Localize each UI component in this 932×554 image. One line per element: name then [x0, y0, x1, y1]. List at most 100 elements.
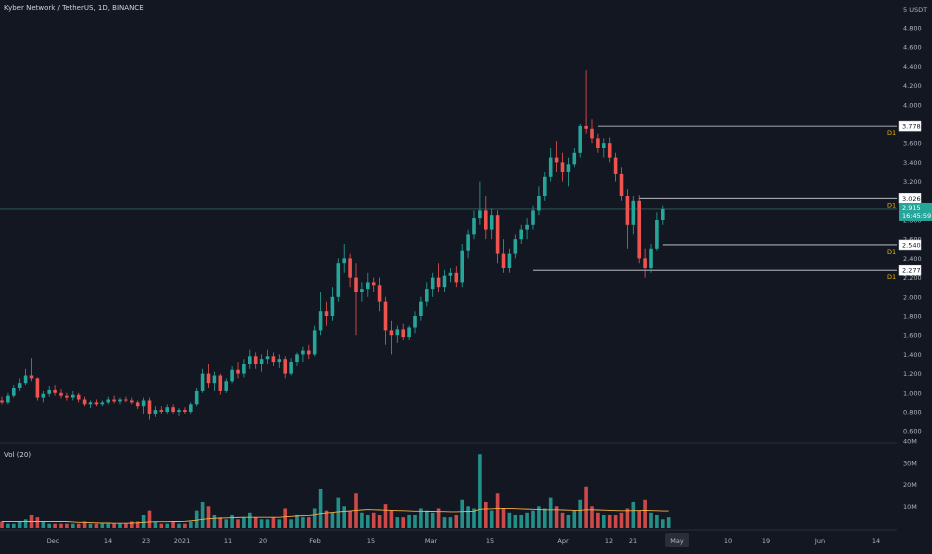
price-tick-label: 1.600: [903, 332, 922, 340]
candle: [206, 364, 211, 388]
level-price-box: [898, 239, 922, 251]
candle: [236, 362, 240, 379]
candle-body: [301, 350, 305, 355]
candle-body: [519, 229, 523, 240]
volume-indicator-label[interactable]: Vol (20): [4, 451, 32, 459]
price-tick-label: 0.800: [903, 409, 922, 417]
candle-body: [295, 354, 299, 363]
volume-bar: [141, 514, 146, 528]
volume-bar: [324, 510, 329, 528]
candle-body: [147, 400, 152, 414]
candle-body: [507, 253, 512, 268]
level-price-label: 3.026: [902, 195, 921, 203]
volume-bar: [661, 519, 665, 528]
candle: [289, 358, 293, 376]
candle: [118, 397, 122, 405]
candle-body: [566, 164, 571, 172]
volume-bar: [41, 521, 46, 528]
volume-bar: [330, 512, 335, 528]
candle: [548, 148, 553, 182]
volume-bar: [619, 512, 624, 528]
volume-bar: [65, 523, 69, 528]
candle-body: [206, 373, 211, 384]
candle-body: [271, 356, 276, 363]
candle-body: [537, 196, 541, 211]
candle: [330, 287, 335, 321]
volume-bar: [206, 506, 211, 528]
volume-tick-label: 10M: [903, 503, 917, 511]
volume-bar: [572, 510, 577, 528]
candle: [336, 258, 341, 302]
candle: [312, 325, 317, 357]
candle: [484, 196, 488, 240]
candle-body: [442, 275, 447, 288]
price-tick-label: 2.000: [903, 293, 922, 301]
candle: [106, 396, 110, 405]
candle-body: [336, 263, 341, 297]
candle: [607, 137, 612, 163]
volume-bar: [548, 497, 553, 528]
price-tick-label: 1.000: [903, 389, 922, 397]
candle: [543, 172, 547, 201]
volume-bar: [507, 512, 512, 528]
candle-body: [602, 143, 606, 148]
volume-bar: [366, 514, 370, 528]
candle: [29, 358, 34, 382]
volume-bar: [124, 523, 128, 528]
volume-bar: [82, 521, 87, 528]
volume-bar: [336, 497, 341, 528]
candle-body: [130, 400, 134, 403]
candle: [230, 365, 234, 384]
volume-bar: [242, 517, 246, 528]
candle: [596, 133, 600, 153]
candle-body: [248, 356, 252, 364]
volume-bar: [6, 523, 10, 528]
volume-bar: [194, 510, 199, 528]
candle-body: [478, 210, 482, 219]
candle: [354, 263, 358, 336]
candle: [171, 404, 175, 414]
candle: [130, 397, 134, 405]
candle: [23, 368, 28, 386]
candle: [489, 208, 494, 240]
candle: [631, 196, 636, 235]
candle: [135, 400, 140, 410]
candle-body: [548, 157, 553, 177]
volume-bar: [230, 514, 234, 528]
candle: [436, 263, 441, 292]
countdown-label: 16:45:59: [902, 212, 931, 220]
candle-body: [283, 359, 287, 374]
level-price-label: 2.277: [902, 267, 921, 275]
candle: [53, 385, 57, 396]
volume-bar: [460, 499, 464, 528]
volume-bar: [295, 514, 299, 528]
volume-bar: [513, 514, 518, 528]
time-tick-label: May: [670, 537, 684, 545]
candle: [625, 189, 630, 249]
candle-body: [637, 200, 641, 259]
candle-body: [448, 272, 453, 276]
time-axis-highlight: [665, 533, 689, 547]
volume-bar: [466, 506, 470, 528]
candle: [165, 404, 169, 414]
volume-bar: [212, 514, 217, 528]
price-axis[interactable]: 5 USDT4.8004.6004.4004.2004.0003.8003.60…: [898, 6, 932, 511]
volume-bar: [307, 517, 311, 528]
volume-bar: [401, 517, 405, 528]
time-tick-label: Apr: [557, 537, 569, 545]
candle: [253, 352, 258, 369]
price-tick-label: 1.200: [903, 370, 922, 378]
candle-body: [88, 402, 93, 405]
candle-body: [489, 215, 494, 230]
time-axis[interactable]: Dec 14 23 2021 11 20 Feb 15 Mar 15 Apr 12 21 May 10 19 J…: [47, 533, 880, 547]
candle: [430, 272, 435, 297]
price-tick-label: 1.400: [903, 351, 922, 359]
volume-bar: [519, 514, 523, 528]
candle: [88, 400, 93, 409]
volume-bar: [53, 523, 57, 528]
candle-body: [135, 402, 140, 407]
volume-bar: [301, 517, 305, 528]
candle: [366, 272, 370, 297]
